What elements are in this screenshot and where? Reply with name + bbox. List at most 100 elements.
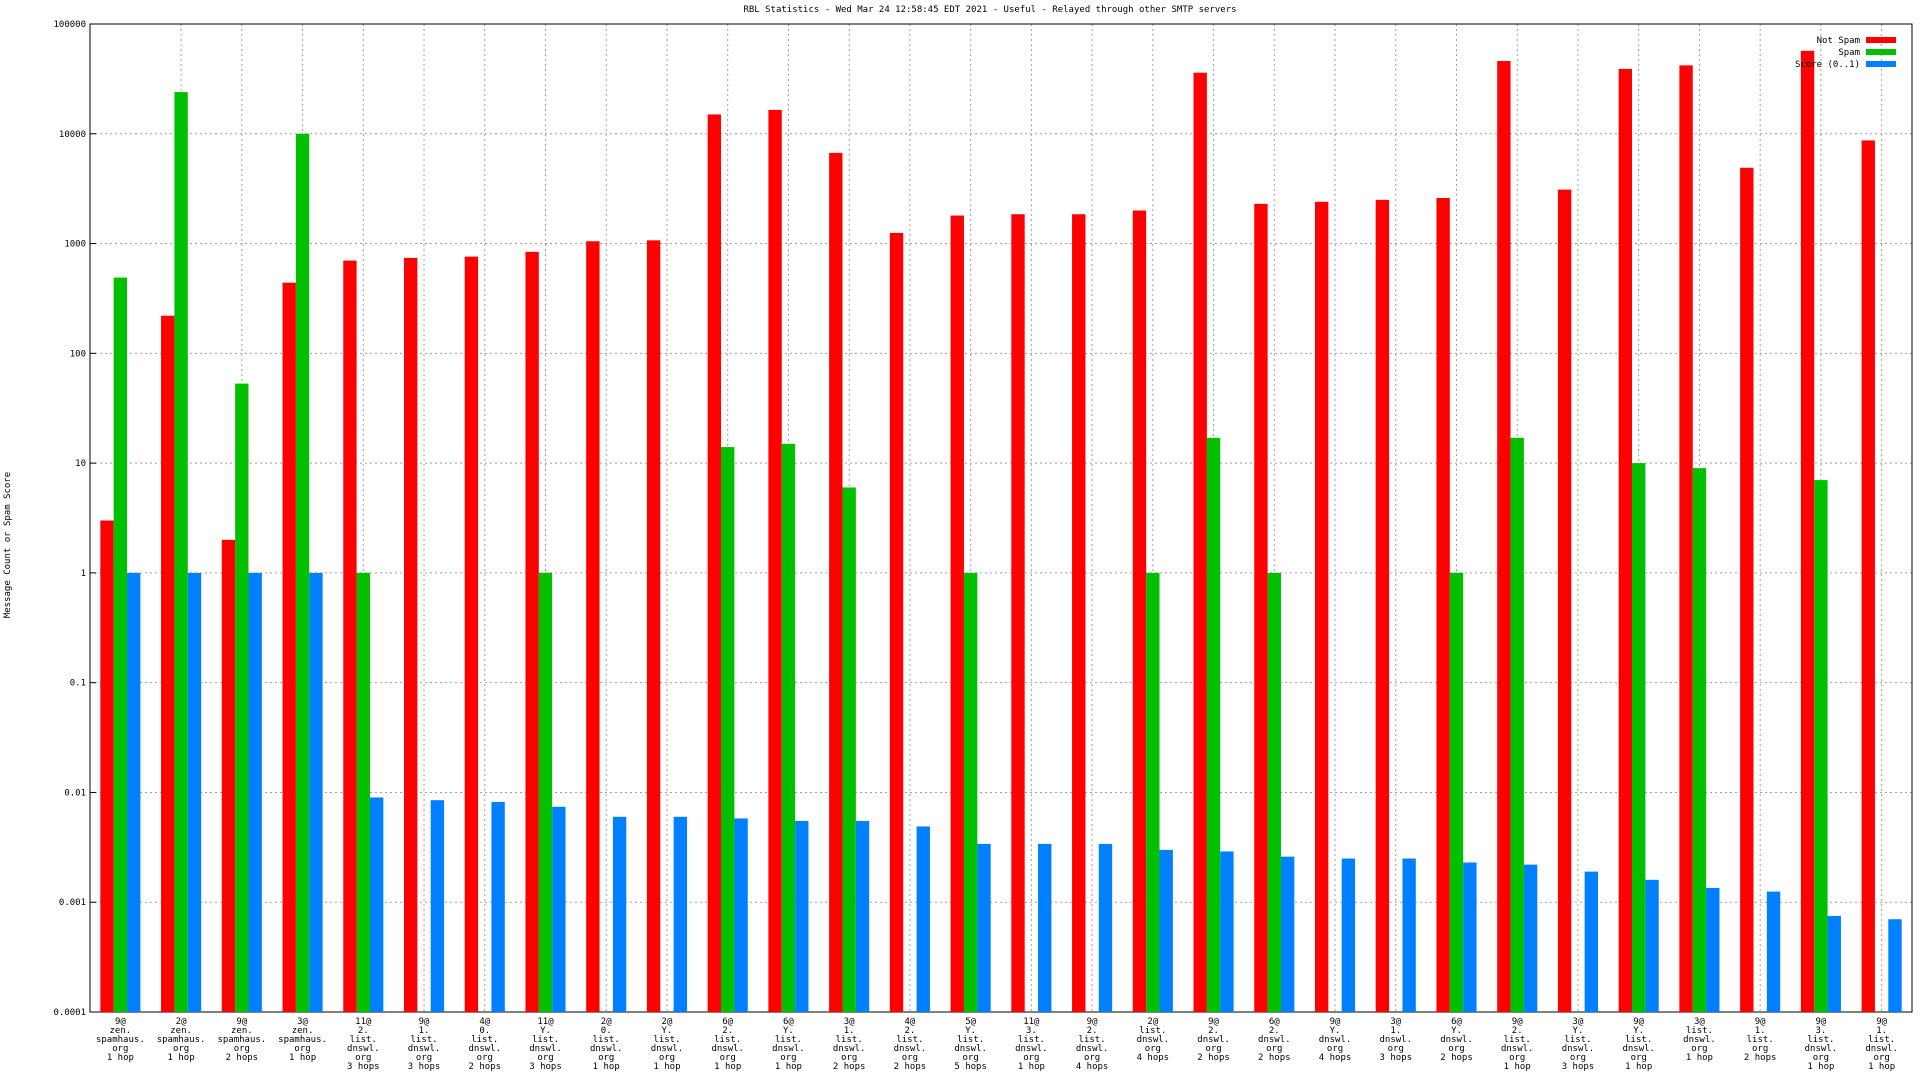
x-tick-label: 9@ zen. spamhaus. org 1 hop [96, 1017, 145, 1063]
bar [795, 820, 809, 1012]
x-tick-label: 2@ 0. list. dnswl. org 1 hop [590, 1017, 623, 1072]
bar [1375, 199, 1390, 1012]
x-tick-label: 3@ list. dnswl. org 1 hop [1683, 1017, 1716, 1063]
y-tick-label: 1000 [64, 240, 86, 250]
bar [430, 800, 445, 1012]
bar [916, 826, 930, 1012]
x-tick-label: 9@ 3. list. dnswl. org 1 hop [1805, 1017, 1838, 1072]
bar [1436, 198, 1450, 1012]
bar [950, 215, 964, 1013]
x-tick-label: 6@ 2. dnswl. org 2 hops [1258, 1017, 1291, 1063]
x-tick-label: 6@ Y. list. dnswl. org 1 hop [772, 1017, 805, 1072]
bar [889, 232, 904, 1012]
bar [127, 572, 141, 1012]
bar [1206, 437, 1221, 1012]
bar [235, 383, 249, 1013]
bar [1314, 201, 1329, 1013]
bar [646, 240, 661, 1013]
bar [1766, 891, 1781, 1012]
y-tick-label: 100000 [53, 20, 86, 30]
bar [1827, 915, 1841, 1012]
bar [1280, 856, 1295, 1012]
x-tick-label: 9@ zen. spamhaus. org 2 hops [217, 1017, 266, 1063]
bar [855, 820, 870, 1012]
bar [829, 152, 843, 1012]
bar [721, 447, 735, 1013]
x-tick-label: 3@ Y. list. dnswl. org 3 hops [1562, 1017, 1595, 1072]
bar [1800, 50, 1815, 1013]
bar [1193, 72, 1207, 1012]
bar [1679, 65, 1693, 1012]
x-tick-label: 9@ 1. list. org 2 hops [1744, 1017, 1777, 1063]
bar [1618, 68, 1633, 1012]
x-tick-label: 2@ Y. list. dnswl. org 1 hop [651, 1017, 684, 1072]
bar [673, 816, 688, 1012]
bar [309, 572, 323, 1012]
bar [525, 251, 539, 1012]
x-tick-label: 3@ zen. spamhaus. org 1 hop [278, 1017, 327, 1063]
bar [768, 109, 782, 1012]
bar [1523, 864, 1538, 1012]
bar [100, 520, 114, 1012]
bar [1740, 167, 1754, 1013]
x-tick-label: 3@ 1. list. dnswl. org 2 hops [833, 1017, 866, 1072]
bar [1449, 572, 1464, 1012]
x-tick-label: 5@ Y. list. dnswl. org 5 hops [954, 1017, 987, 1072]
legend-swatch [1866, 37, 1896, 43]
bar [1267, 572, 1281, 1012]
bar [963, 572, 978, 1012]
x-tick-label: 11@ 3. list. dnswl. org 1 hop [1015, 1017, 1048, 1072]
bar [1510, 437, 1524, 1012]
bar [1814, 480, 1828, 1012]
bar [1692, 468, 1707, 1012]
bar [1402, 858, 1416, 1012]
x-tick-label: 9@ 1. list. dnswl. org 3 hops [408, 1017, 441, 1072]
x-tick-label: 4@ 0. list. dnswl. org 2 hops [469, 1017, 502, 1072]
bar [161, 315, 175, 1012]
x-tick-label: 9@ 2. list. dnswl. org 1 hop [1501, 1017, 1534, 1072]
y-tick-label: 1 [81, 569, 86, 579]
bar [343, 260, 357, 1013]
bar [552, 806, 566, 1012]
x-tick-label: 9@ 2. dnswl. org 2 hops [1197, 1017, 1230, 1063]
x-tick-label: 9@ 1. list. dnswl. org 1 hop [1865, 1017, 1898, 1072]
bar [1497, 61, 1511, 1013]
x-tick-label: 11@ 2. list. dnswl. org 3 hops [347, 1017, 380, 1072]
bar [1132, 210, 1147, 1012]
x-tick-label: 9@ Y. dnswl. org 4 hops [1319, 1017, 1352, 1063]
bar [1706, 887, 1720, 1012]
x-tick-label: 4@ 2. list. dnswl. org 2 hops [894, 1017, 927, 1072]
bar [1645, 879, 1659, 1012]
y-tick-label: 100 [70, 349, 86, 359]
bar [1632, 463, 1646, 1013]
y-axis-label: Message Count or Spam Score [3, 472, 13, 618]
bar [174, 92, 188, 1012]
bar [707, 114, 722, 1012]
x-tick-label: 2@ zen. spamhaus. org 1 hop [157, 1017, 206, 1063]
bar [282, 282, 296, 1012]
bar [113, 277, 128, 1012]
x-tick-label: 9@ Y. list. dnswl. org 1 hop [1622, 1017, 1655, 1072]
bar [491, 801, 505, 1012]
legend-swatch [1866, 49, 1896, 55]
bar [1072, 214, 1086, 1012]
bar [464, 256, 479, 1012]
bar [1159, 849, 1173, 1012]
y-tick-label: 0.001 [59, 898, 86, 908]
bar [842, 487, 856, 1012]
bar [1557, 189, 1572, 1012]
bar [1098, 843, 1113, 1012]
bar [1861, 140, 1875, 1012]
bar [1220, 851, 1234, 1012]
bar [1888, 919, 1902, 1012]
x-tick-label: 3@ 1. dnswl. org 3 hops [1380, 1017, 1413, 1063]
bar [538, 572, 553, 1012]
y-tick-label: 0.01 [64, 788, 86, 798]
bar [1038, 843, 1052, 1012]
bar [1011, 214, 1025, 1012]
x-tick-label: 11@ Y. list. dnswl. org 3 hops [529, 1017, 562, 1072]
bar [977, 843, 991, 1012]
bar [1254, 203, 1268, 1012]
